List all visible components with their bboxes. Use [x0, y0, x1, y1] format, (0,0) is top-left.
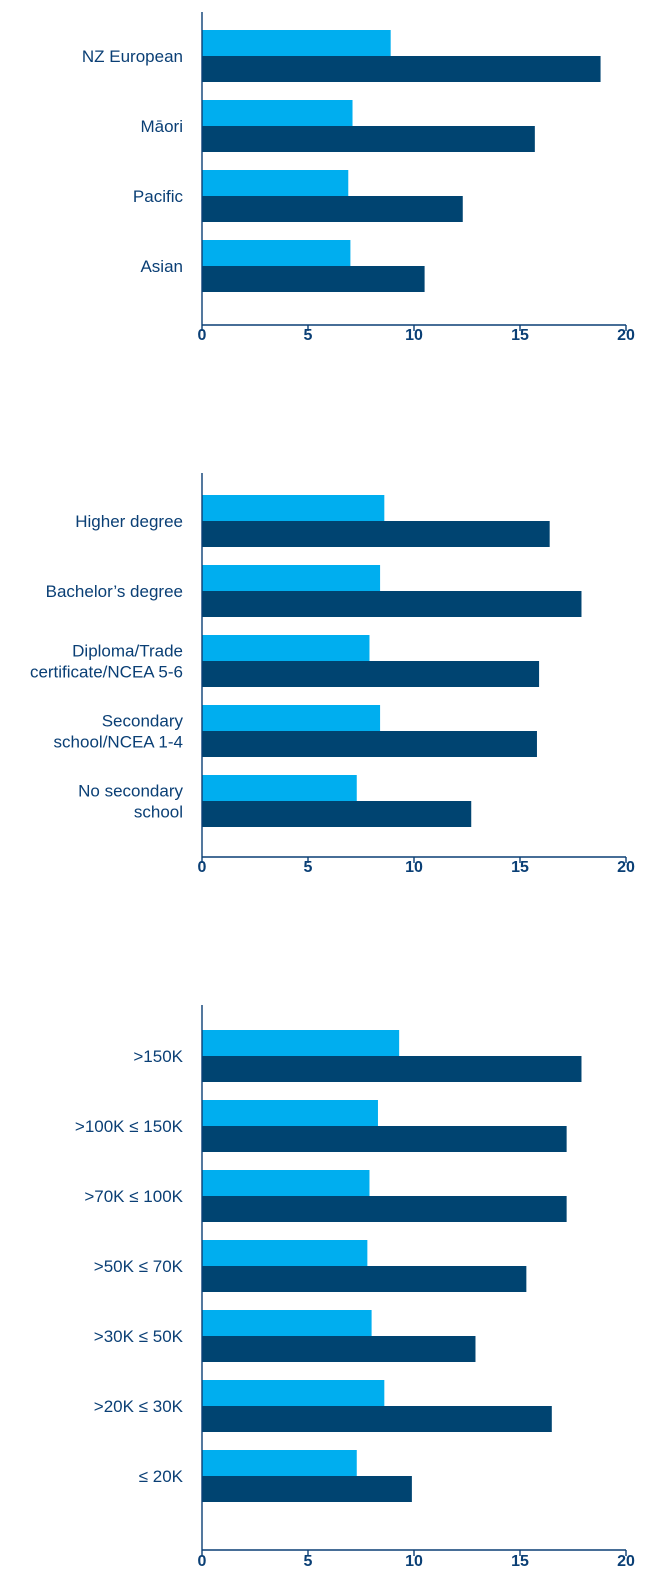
- bar-light: [202, 240, 351, 266]
- bar-light: [202, 705, 381, 731]
- category-label: Asian: [140, 257, 183, 276]
- category-label: >20K ≤ 30K: [94, 1397, 184, 1416]
- category-label: Māori: [140, 117, 183, 136]
- category-label: >150K: [133, 1047, 183, 1066]
- x-tick-label: 20: [617, 1553, 635, 1570]
- bar-dark: [202, 1126, 567, 1152]
- bar-light: [202, 1030, 400, 1056]
- category-label: NZ European: [82, 47, 183, 66]
- bar-dark: [202, 1476, 412, 1502]
- bar-light: [202, 1380, 385, 1406]
- bar-dark: [202, 196, 463, 222]
- category-label: Secondary school/NCEA 1-4: [54, 712, 184, 752]
- bar-dark: [202, 56, 601, 82]
- category-label: ≤ 20K: [139, 1467, 184, 1486]
- bar-light: [202, 100, 353, 126]
- x-tick-label: 10: [405, 1553, 423, 1570]
- category-label: Higher degree: [75, 512, 183, 531]
- bar-dark: [202, 1406, 552, 1432]
- x-tick-label: 5: [304, 1553, 313, 1570]
- bar-light: [202, 1310, 372, 1336]
- x-tick-label: 10: [405, 327, 423, 344]
- bar-light: [202, 495, 385, 521]
- bar-dark: [202, 731, 537, 757]
- bar-dark: [202, 266, 425, 292]
- bar-light: [202, 635, 370, 661]
- bar-light: [202, 30, 391, 56]
- bar-dark: [202, 1056, 582, 1082]
- bar-dark: [202, 801, 472, 827]
- category-label: >50K ≤ 70K: [94, 1257, 184, 1276]
- category-label: >100K ≤ 150K: [75, 1117, 184, 1136]
- bar-dark: [202, 521, 550, 547]
- x-tick-label: 15: [511, 1553, 529, 1570]
- x-tick-label: 20: [617, 859, 635, 876]
- category-label: Diploma/Trade certificate/NCEA 5-6: [30, 642, 183, 682]
- category-label: Pacific: [133, 187, 184, 206]
- bar-light: [202, 1100, 378, 1126]
- bar-light: [202, 1240, 368, 1266]
- category-label: Bachelor’s degree: [46, 582, 183, 601]
- x-tick-label: 0: [198, 1553, 207, 1570]
- bar-dark: [202, 661, 540, 687]
- bar-light: [202, 170, 349, 196]
- bar-chart-1: NZ European Māori Pacific Asian 0 5 10 15 20: [82, 12, 635, 344]
- bar-dark: [202, 1266, 527, 1292]
- x-tick-label: 5: [304, 859, 313, 876]
- bar-dark: [202, 1196, 567, 1222]
- category-label: >70K ≤ 100K: [84, 1187, 183, 1206]
- x-tick-label: 0: [198, 859, 207, 876]
- bar-chart-3: >150K >100K ≤ 150K >70K ≤ 100K >50K ≤ 70K >3…: [75, 1005, 635, 1570]
- x-tick-label: 15: [511, 327, 529, 344]
- bar-dark: [202, 1336, 476, 1362]
- x-tick-label: 5: [304, 327, 313, 344]
- x-tick-label: 15: [511, 859, 529, 876]
- category-label: No secondary school: [78, 782, 183, 822]
- bar-light: [202, 1170, 370, 1196]
- category-label: >30K ≤ 50K: [94, 1327, 184, 1346]
- bar-dark: [202, 126, 535, 152]
- x-tick-label: 10: [405, 859, 423, 876]
- x-tick-label: 20: [617, 327, 635, 344]
- bar-light: [202, 775, 357, 801]
- bar-dark: [202, 591, 582, 617]
- bar-light: [202, 565, 381, 591]
- x-tick-label: 0: [198, 327, 207, 344]
- bar-light: [202, 1450, 357, 1476]
- bar-chart-2: Higher degree Bachelor’s degree Diploma/Tr…: [30, 473, 635, 876]
